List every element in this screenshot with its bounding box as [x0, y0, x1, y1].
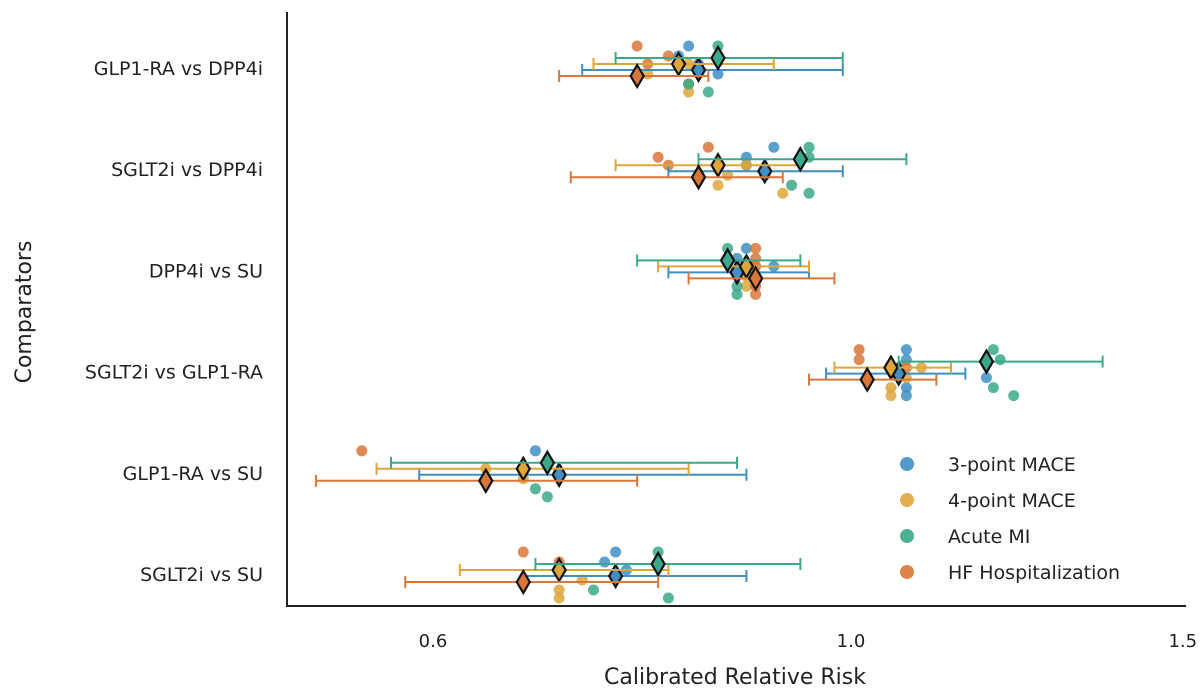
data-point-3-point-mace [900, 344, 912, 356]
data-point-4-point-mace [885, 382, 897, 394]
plot-area [314, 40, 1104, 604]
x-tick-label: 1.0 [837, 631, 866, 652]
y-tick-label: DPP4i vs SU [149, 260, 263, 282]
data-point-acute-mi [786, 179, 798, 191]
data-point-acute-mi [987, 344, 999, 356]
estimate-diamond-acute-mi [719, 247, 736, 274]
data-point-3-point-mace [683, 40, 695, 52]
x-tick-label: 1.5 [1168, 631, 1197, 652]
data-point-acute-mi [541, 491, 553, 503]
legend-label-4-point-mace: 4-point MACE [948, 490, 1076, 512]
data-point-hf-hospitalization [853, 344, 865, 356]
data-point-hf-hospitalization [853, 354, 865, 366]
tick-labels: 0.6 1.0 1.5 GLP1-RA vs DPP4i SGLT2i vs DPP4i… [85, 58, 1197, 652]
data-point-acute-mi [529, 483, 541, 495]
y-axis-label: Comparators [12, 241, 37, 384]
data-point-4-point-mace [712, 179, 724, 191]
data-point-hf-hospitalization [631, 40, 643, 52]
estimate-diamond-3-point-mace [757, 158, 773, 185]
legend-label-acute-mi: Acute MI [948, 526, 1030, 548]
data-point-acute-mi [662, 592, 674, 604]
data-point-4-point-mace [777, 187, 789, 199]
y-tick-label: SGLT2i vs GLP1-RA [85, 362, 263, 384]
estimate-diamond-acute-mi [539, 449, 556, 476]
y-tick-label: SGLT2i vs SU [140, 564, 263, 586]
data-point-acute-mi [803, 187, 815, 199]
data-point-3-point-mace [712, 68, 724, 80]
data-point-4-point-mace [553, 592, 565, 604]
estimate-diamond-hf-hospitalization [690, 164, 707, 191]
data-point-hf-hospitalization [652, 151, 664, 163]
data-point-hf-hospitalization [662, 50, 674, 62]
y-tick-label: GLP1-RA vs DPP4i [94, 58, 263, 80]
data-point-4-point-mace [683, 86, 695, 98]
data-point-3-point-mace [599, 556, 611, 568]
data-point-acute-mi [1008, 390, 1020, 402]
data-point-acute-mi [731, 288, 743, 300]
x-axis-label: Calibrated Relative Risk [604, 665, 866, 689]
data-point-3-point-mace [610, 546, 622, 558]
data-point-4-point-mace [740, 280, 752, 292]
data-point-acute-mi [683, 78, 695, 90]
estimate-diamond-acute-mi [650, 550, 666, 578]
data-point-hf-hospitalization [356, 445, 368, 457]
data-point-4-point-mace [553, 584, 565, 596]
data-point-hf-hospitalization [750, 288, 762, 300]
estimate-diamond-3-point-mace [607, 562, 624, 590]
estimate-diamond-hf-hospitalization [478, 467, 494, 494]
estimate-diamond-4-point-mace [710, 152, 726, 179]
legend-marker-3-point-mace [900, 457, 914, 471]
estimate-diamond-hf-hospitalization [629, 62, 645, 90]
data-point-acute-mi [987, 382, 999, 394]
legend-marker-hf-hospitalization [900, 565, 914, 579]
x-tick-label: 0.6 [419, 631, 448, 652]
data-point-3-point-mace [900, 382, 912, 394]
legend-marker-acute-mi [900, 529, 914, 543]
data-point-acute-mi [803, 141, 815, 153]
data-point-hf-hospitalization [517, 546, 529, 558]
data-point-hf-hospitalization [750, 242, 762, 254]
data-point-hf-hospitalization [702, 141, 714, 153]
data-point-3-point-mace [980, 372, 992, 384]
estimate-diamond-3-point-mace [551, 461, 567, 488]
legend-label-hf-hospitalization: HF Hospitalization [948, 562, 1120, 584]
data-point-3-point-mace [529, 445, 541, 457]
legend: 3-point MACE 4-point MACE Acute MI HF Hospi… [900, 454, 1120, 584]
data-point-acute-mi [731, 280, 743, 292]
y-tick-label: SGLT2i vs DPP4i [111, 159, 263, 181]
data-point-3-point-mace [740, 242, 752, 254]
data-point-acute-mi [994, 354, 1006, 366]
data-point-acute-mi [702, 86, 714, 98]
y-tick-label: GLP1-RA vs SU [123, 463, 263, 485]
legend-label-3-point-mace: 3-point MACE [948, 454, 1076, 476]
legend-marker-4-point-mace [900, 493, 914, 507]
estimate-diamond-hf-hospitalization [515, 568, 532, 596]
axes [286, 12, 1186, 607]
estimate-diamond-hf-hospitalization [747, 265, 764, 292]
estimate-diamond-acute-mi [792, 146, 809, 173]
estimate-diamond-acute-mi [710, 44, 726, 72]
data-point-3-point-mace [768, 141, 780, 153]
data-point-4-point-mace [885, 390, 897, 402]
estimate-diamond-acute-mi [978, 348, 995, 375]
data-point-3-point-mace [900, 390, 912, 402]
estimate-diamond-hf-hospitalization [859, 366, 875, 393]
data-point-acute-mi [587, 584, 599, 596]
